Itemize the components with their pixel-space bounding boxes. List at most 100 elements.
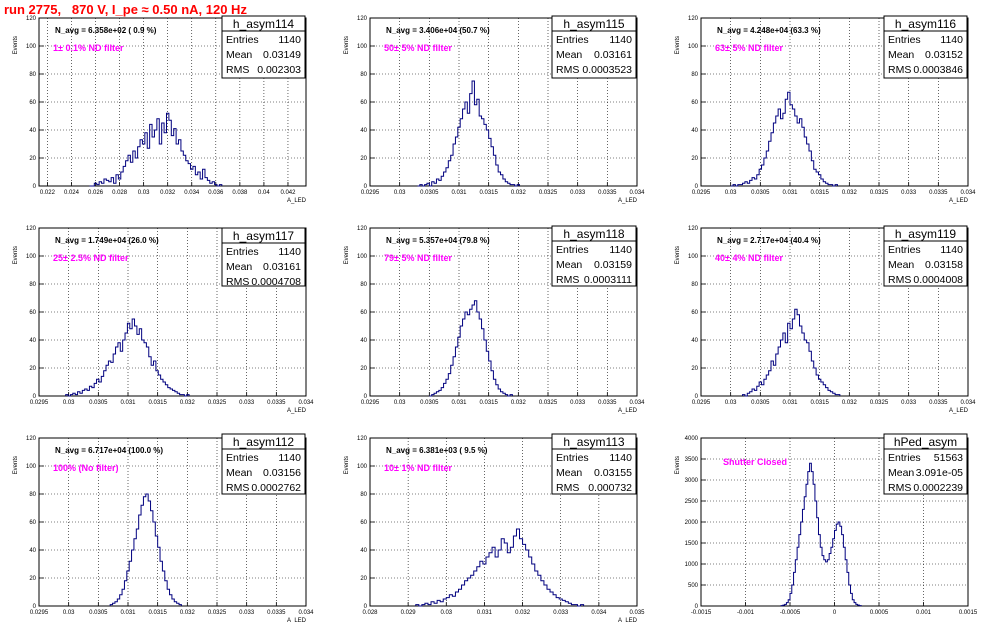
x-tick-label: 0.03 xyxy=(63,610,75,616)
y-tick-label: 0 xyxy=(364,394,368,400)
stats-value: 0.0002239 xyxy=(913,482,963,494)
stats-value: 0.0002762 xyxy=(251,482,301,494)
histogram-panel: 0.0295 0.03 0.0305 0.031 0.0315 0.032 0.0325 0.… xyxy=(675,225,976,414)
stats-value: 3.091e-05 xyxy=(916,467,963,479)
x-tick-label: 0.031 xyxy=(782,190,798,196)
y-tick-label: 20 xyxy=(360,156,367,162)
stats-label: Entries xyxy=(226,34,259,46)
x-tick-label: 0.042 xyxy=(280,190,296,196)
y-tick-label: 0 xyxy=(33,604,37,610)
y-tick-label: 60 xyxy=(29,520,36,526)
stats-label: Entries xyxy=(556,244,589,256)
y-axis-title: Events xyxy=(344,36,350,54)
y-tick-label: 120 xyxy=(357,226,368,232)
navg-label: N_avg = 6.358e+02 ( 0.9 %) xyxy=(55,26,157,35)
x-axis-title: A_LED xyxy=(287,408,307,414)
filter-label: Shutter Closed xyxy=(723,457,787,467)
filter-label: 79± 5% ND filter xyxy=(384,253,452,263)
x-tick-label: 0.034 xyxy=(629,400,645,406)
y-axis-title: Events xyxy=(344,456,350,474)
y-tick-label: 80 xyxy=(29,282,36,288)
x-tick-label: 0.0305 xyxy=(89,610,108,616)
y-tick-label: 0 xyxy=(364,184,368,190)
stats-label: Entries xyxy=(556,34,589,46)
x-tick-label: -0.001 xyxy=(737,610,755,616)
y-tick-label: 80 xyxy=(29,492,36,498)
x-tick-label: 0.033 xyxy=(901,400,917,406)
x-tick-label: 0.0325 xyxy=(539,400,558,406)
y-tick-label: 0 xyxy=(695,184,699,190)
stats-label: RMS xyxy=(556,64,579,76)
stats-label: Entries xyxy=(888,244,921,256)
stats-label: Mean xyxy=(556,259,582,271)
y-axis-title: Events xyxy=(675,456,681,474)
x-tick-label: 0.0335 xyxy=(267,610,286,616)
filter-label: 100% (No filter) xyxy=(53,463,119,473)
filter-label: 40± 4% ND filter xyxy=(715,253,783,263)
x-tick-label: 0.03 xyxy=(138,190,150,196)
x-axis-title: A_LED xyxy=(287,618,307,622)
stats-label: RMS xyxy=(556,274,579,286)
x-tick-label: 0.03 xyxy=(725,400,737,406)
stats-label: Mean xyxy=(226,467,252,479)
x-tick-label: 0.0305 xyxy=(751,400,770,406)
histogram-series xyxy=(429,300,513,397)
x-tick-label: 0.032 xyxy=(511,190,527,196)
stats-label: RMS xyxy=(556,482,579,494)
stats-value: 1140 xyxy=(609,452,632,464)
stats-label: Entries xyxy=(226,246,259,258)
y-tick-label: 3000 xyxy=(685,478,699,484)
navg-label: N_avg = 2.717e+04 (40.4 %) xyxy=(717,236,821,245)
y-tick-label: 100 xyxy=(357,44,368,50)
x-tick-label: 0.03 xyxy=(63,400,75,406)
stats-label: RMS xyxy=(226,64,249,76)
y-tick-label: 20 xyxy=(691,366,698,372)
stats-value: 0.03155 xyxy=(594,467,632,479)
y-tick-label: 1500 xyxy=(685,541,699,547)
x-tick-label: 0.0295 xyxy=(361,400,380,406)
filter-label: 1± 0.1% ND filter xyxy=(53,43,124,53)
y-tick-label: 120 xyxy=(688,226,699,232)
x-axis-title: A_LED xyxy=(949,408,969,414)
y-tick-label: 20 xyxy=(691,156,698,162)
stats-label: RMS xyxy=(888,274,911,286)
y-tick-label: 2500 xyxy=(685,499,699,505)
y-tick-label: 60 xyxy=(360,310,367,316)
stats-label: Mean xyxy=(888,259,914,271)
y-tick-label: 0 xyxy=(695,604,699,610)
navg-label: N_avg = 6.717e+04 (100.0 %) xyxy=(55,446,163,455)
x-tick-label: 0.0295 xyxy=(361,190,380,196)
stats-value: 0.0003846 xyxy=(913,64,963,76)
y-axis-title: Events xyxy=(344,246,350,264)
y-tick-label: 0 xyxy=(695,394,699,400)
stats-box xyxy=(221,433,306,495)
y-tick-label: 60 xyxy=(29,100,36,106)
y-tick-label: 0 xyxy=(33,394,37,400)
x-axis-title: A_LED xyxy=(618,618,638,622)
x-tick-label: 0.0015 xyxy=(959,610,978,616)
y-tick-label: 40 xyxy=(360,128,367,134)
stats-value: 0.0003111 xyxy=(584,274,632,286)
y-tick-label: 100 xyxy=(26,464,37,470)
y-tick-label: 20 xyxy=(29,576,36,582)
y-tick-label: 20 xyxy=(29,366,36,372)
y-tick-label: 0 xyxy=(33,184,37,190)
histogram-series xyxy=(730,91,838,187)
stats-title: h_asym118 xyxy=(563,227,624,241)
x-tick-label: 0.034 xyxy=(298,400,314,406)
navg-label: N_avg = 6.381e+03 ( 9.5 %) xyxy=(386,446,488,455)
stats-value: 0.03149 xyxy=(263,49,301,61)
x-tick-label: 0.033 xyxy=(239,400,255,406)
y-axis-title: Events xyxy=(13,246,19,264)
x-tick-label: 0.032 xyxy=(180,610,196,616)
y-tick-label: 80 xyxy=(691,282,698,288)
y-tick-label: 40 xyxy=(360,548,367,554)
x-tick-label: 0.0315 xyxy=(810,190,829,196)
stats-value: 1140 xyxy=(278,34,301,46)
x-tick-label: -0.0015 xyxy=(691,610,712,616)
x-tick-label: 0.028 xyxy=(362,610,378,616)
x-tick-label: 0.032 xyxy=(160,190,176,196)
stats-value: 0.002303 xyxy=(257,64,301,76)
stats-value: 1140 xyxy=(278,452,301,464)
stats-label: Mean xyxy=(226,261,252,273)
